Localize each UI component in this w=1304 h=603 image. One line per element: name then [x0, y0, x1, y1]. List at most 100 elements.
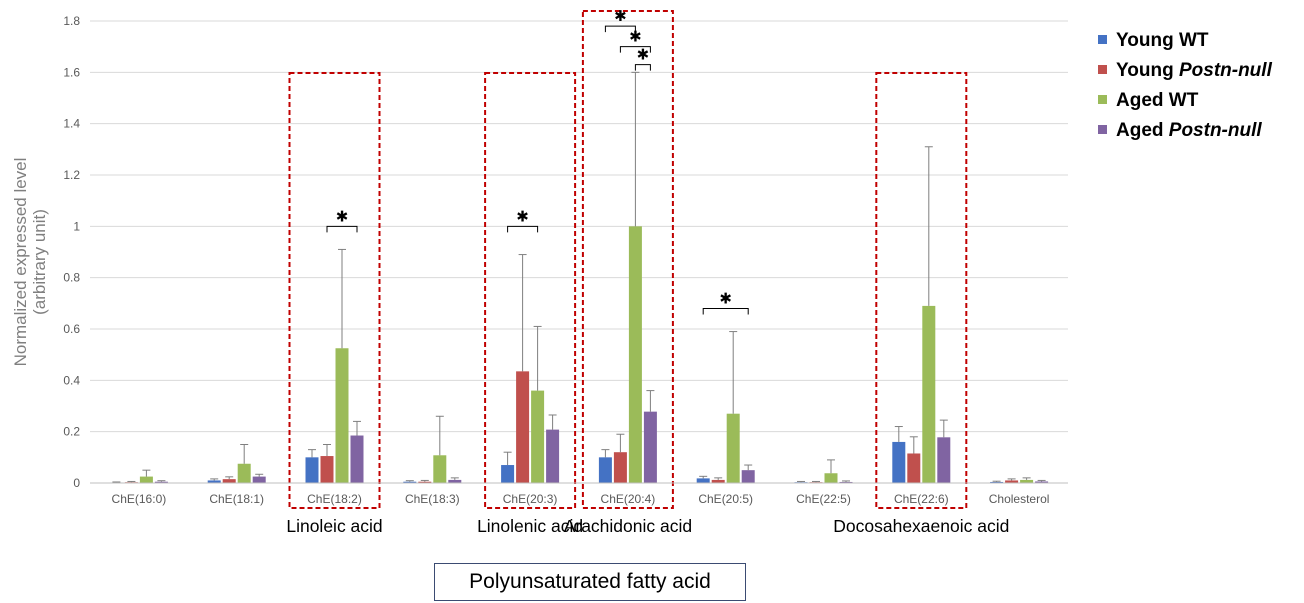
error-bar-young-wt-che-20-3 — [503, 451, 512, 466]
bracket-line — [634, 64, 651, 71]
error-bar-aged-wt-che-22-5 — [827, 459, 835, 474]
error-bar-young-postn-null-che-16-0 — [127, 480, 136, 483]
bar-young-postn-null-che-22-6 — [907, 453, 921, 483]
bracket-line — [326, 225, 358, 233]
legend-item-young-postn-null: Young Postn-null — [1098, 60, 1273, 81]
significance-bracket: ✱ — [702, 289, 749, 315]
legend-item-aged-postn-null: Aged Postn-null — [1098, 120, 1262, 141]
error-bar-aged-postn-null-che-20-4 — [646, 390, 655, 412]
y-axis-label-line: (arbitrary unit) — [30, 209, 49, 315]
y-axis: 0 0.2 0.4 0.6 0.8 1 1.2 1.4 1.6 1.8 — [63, 14, 80, 490]
significance-bracket: ✱ — [634, 46, 651, 71]
legend-label: Aged WT — [1116, 90, 1199, 111]
bar-aged-wt-che-22-5 — [824, 473, 838, 483]
error-bar-aged-wt-che-20-4 — [631, 71, 640, 227]
error-bar-young-postn-null-che-18-2 — [323, 444, 331, 457]
bar-aged-wt-che-20-4 — [628, 226, 642, 484]
significance-bracket: ✱ — [507, 207, 539, 233]
significance-bracket: ✱ — [619, 28, 651, 53]
error-bar-young-postn-null-che-18-1 — [225, 476, 234, 480]
error-bar-young-wt-che-20-5 — [699, 475, 708, 479]
legend-item-young-wt: Young WT — [1098, 30, 1209, 51]
y-tick-label: 0.8 — [63, 271, 80, 285]
bracket-line — [604, 25, 636, 33]
significance-star: ✱ — [629, 28, 642, 46]
bars — [109, 226, 1049, 484]
group-label-box: Polyunsaturated fatty acid — [434, 563, 746, 601]
bar-aged-wt-che-22-6 — [922, 305, 936, 483]
x-tick-label: Cholesterol — [989, 492, 1050, 506]
bar-young-postn-null-che-18-1 — [222, 479, 236, 483]
error-bar-aged-postn-null-che-18-3 — [450, 477, 459, 480]
significance-star: ✱ — [614, 7, 627, 25]
bracket-line — [619, 46, 651, 53]
x-tick-label: ChE(20:3) — [503, 492, 558, 506]
bracket-line — [702, 307, 749, 315]
significance-star: ✱ — [719, 289, 732, 307]
bar-aged-postn-null-che-20-4 — [643, 411, 657, 483]
bar-young-wt-che-20-5 — [696, 478, 710, 483]
legend-swatch — [1098, 95, 1107, 104]
y-tick-label: 0.4 — [63, 373, 80, 387]
group-label: Polyunsaturated fatty acid — [469, 570, 711, 593]
gridlines — [90, 20, 1068, 484]
significance-bracket: ✱ — [326, 207, 358, 233]
acid-label-linolenic-acid: Linolenic acid — [477, 516, 583, 536]
legend-label: Young WT — [1116, 30, 1209, 51]
significance-star: ✱ — [516, 207, 529, 225]
y-tick-label: 1.8 — [63, 14, 80, 28]
error-bar-young-wt-cholesterol — [992, 480, 1001, 482]
bar-young-wt-cholesterol — [990, 481, 1004, 483]
x-tick-label: ChE(22:6) — [894, 492, 949, 506]
error-bar-aged-postn-null-che-18-1 — [255, 473, 264, 477]
x-tick-label: ChE(18:3) — [405, 492, 460, 506]
bar-aged-wt-che-18-1 — [237, 463, 251, 483]
bracket-line — [507, 225, 539, 233]
legend-swatch — [1098, 35, 1107, 44]
error-bar-young-postn-null-che-20-3 — [518, 254, 527, 372]
bar-young-postn-null-che-20-4 — [613, 452, 627, 483]
error-bar-young-postn-null-che-18-3 — [420, 479, 429, 482]
highlight-boxes — [288, 10, 968, 509]
bar-aged-postn-null-che-18-1 — [252, 476, 266, 483]
y-tick-label: 1.2 — [63, 168, 80, 182]
bar-young-postn-null-che-20-5 — [711, 479, 725, 483]
x-tick-label: ChE(18:2) — [307, 492, 362, 506]
bar-aged-postn-null-che-18-3 — [448, 479, 462, 483]
bar-aged-postn-null-che-16-0 — [154, 481, 168, 483]
error-bar-aged-postn-null-che-20-5 — [744, 464, 753, 471]
error-bar-young-wt-che-22-6 — [894, 426, 903, 442]
bar-aged-postn-null-che-22-5 — [839, 481, 853, 483]
error-bar-aged-postn-null-che-16-0 — [157, 480, 166, 482]
error-bar-young-postn-null-che-20-4 — [616, 433, 625, 453]
x-tick-label: ChE(20:4) — [601, 492, 656, 506]
bar-aged-postn-null-che-18-2 — [350, 435, 364, 483]
bar-aged-wt-cholesterol — [1020, 479, 1034, 483]
bar-aged-wt-che-20-3 — [531, 390, 545, 483]
legend: Young WT Young Postn-null Aged WT Aged Post… — [1098, 30, 1273, 141]
error-bar-aged-postn-null-che-22-6 — [939, 419, 948, 438]
legend-item-aged-wt: Aged WT — [1098, 90, 1199, 111]
y-axis-label-line: Normalized expressed level — [11, 158, 30, 367]
error-bar-aged-postn-null-che-20-3 — [548, 414, 557, 430]
y-tick-label: 0 — [73, 476, 80, 490]
y-tick-label: 0.2 — [63, 425, 80, 439]
legend-swatch — [1098, 65, 1107, 74]
error-bar-aged-wt-che-22-6 — [924, 146, 933, 306]
bar-aged-postn-null-che-20-5 — [741, 470, 755, 483]
bar-aged-postn-null-cholesterol — [1035, 481, 1049, 483]
bar-young-wt-che-18-3 — [403, 481, 417, 483]
error-bar-young-postn-null-cholesterol — [1007, 478, 1016, 481]
error-bar-aged-postn-null-cholesterol — [1037, 479, 1046, 482]
bar-young-wt-che-20-4 — [598, 457, 612, 483]
y-tick-label: 1.4 — [63, 117, 80, 131]
bar-young-postn-null-cholesterol — [1005, 480, 1019, 483]
error-bar-aged-wt-che-16-0 — [142, 469, 151, 477]
error-bar-young-postn-null-che-20-5 — [714, 477, 723, 480]
acid-label-linoleic-acid: Linoleic acid — [286, 516, 382, 536]
x-tick-label: ChE(16:0) — [112, 492, 167, 506]
bar-young-postn-null-che-18-3 — [418, 481, 432, 483]
bar-young-wt-che-18-1 — [207, 480, 221, 483]
bar-young-wt-che-18-2 — [305, 457, 319, 483]
